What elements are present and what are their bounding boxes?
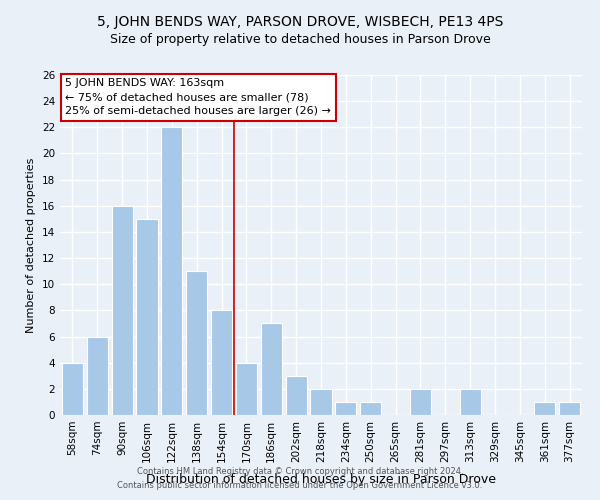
Bar (186, 271, 207, 415)
Bar (559, 402, 580, 415)
Y-axis label: Number of detached properties: Number of detached properties (26, 158, 37, 332)
Bar (460, 389, 481, 415)
Text: Size of property relative to detached houses in Parson Drove: Size of property relative to detached ho… (110, 32, 490, 46)
Bar (261, 324, 282, 415)
Bar (335, 402, 356, 415)
Text: 5 JOHN BENDS WAY: 163sqm
← 75% of detached houses are smaller (78)
25% of semi-d: 5 JOHN BENDS WAY: 163sqm ← 75% of detach… (65, 78, 331, 116)
Text: 5, JOHN BENDS WAY, PARSON DROVE, WISBECH, PE13 4PS: 5, JOHN BENDS WAY, PARSON DROVE, WISBECH… (97, 15, 503, 29)
Bar (136, 219, 158, 415)
Bar (286, 376, 307, 415)
Text: Contains HM Land Registry data © Crown copyright and database right 2024.: Contains HM Land Registry data © Crown c… (137, 467, 463, 476)
Bar (87, 336, 108, 415)
Text: Contains public sector information licensed under the Open Government Licence v3: Contains public sector information licen… (118, 481, 482, 490)
Bar (360, 402, 381, 415)
Bar (236, 362, 257, 415)
Bar (161, 128, 182, 415)
Bar (534, 402, 555, 415)
Bar (410, 389, 431, 415)
Bar (310, 389, 332, 415)
X-axis label: Distribution of detached houses by size in Parson Drove: Distribution of detached houses by size … (146, 473, 496, 486)
Bar (211, 310, 232, 415)
Bar (62, 362, 83, 415)
Bar (112, 206, 133, 415)
